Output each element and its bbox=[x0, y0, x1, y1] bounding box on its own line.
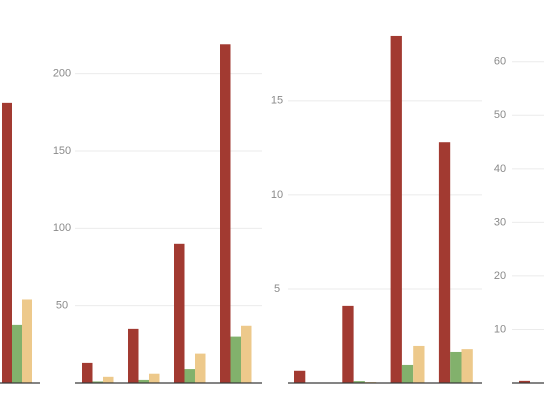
y-tick-label: 50 bbox=[56, 300, 68, 312]
bar bbox=[92, 381, 103, 383]
y-tick-label: 30 bbox=[494, 216, 506, 228]
y-tick-label: 5 bbox=[274, 283, 280, 295]
bar bbox=[22, 299, 32, 383]
bar bbox=[230, 336, 241, 383]
bar bbox=[519, 380, 530, 383]
bar bbox=[82, 362, 93, 383]
y-tick-label: 200 bbox=[53, 68, 71, 80]
bar bbox=[174, 243, 185, 383]
bar bbox=[2, 102, 12, 384]
y-tick-label: 60 bbox=[494, 56, 506, 68]
bar bbox=[149, 373, 160, 383]
y-tick-label: 10 bbox=[271, 189, 283, 201]
y-tick-label: 100 bbox=[53, 222, 71, 234]
bar bbox=[294, 370, 306, 383]
y-tick-label: 150 bbox=[53, 145, 71, 157]
y-tick-label: 10 bbox=[494, 323, 506, 335]
y-tick-label: 40 bbox=[494, 163, 506, 175]
y-tick-label: 20 bbox=[494, 270, 506, 282]
bar bbox=[390, 35, 402, 383]
y-tick-label: 15 bbox=[271, 95, 283, 107]
bar bbox=[195, 353, 206, 383]
bar bbox=[184, 369, 195, 383]
bar bbox=[413, 345, 425, 383]
bar bbox=[138, 379, 149, 383]
bar bbox=[241, 325, 252, 383]
bar bbox=[103, 376, 114, 383]
bar bbox=[438, 142, 451, 383]
bar bbox=[342, 305, 354, 383]
bar bbox=[401, 364, 414, 383]
bar bbox=[353, 381, 365, 383]
bar bbox=[12, 324, 22, 383]
bar bbox=[220, 44, 231, 383]
bar bbox=[450, 351, 462, 383]
y-tick-label: 50 bbox=[494, 109, 506, 121]
bar bbox=[128, 328, 139, 383]
bar bbox=[461, 349, 473, 383]
